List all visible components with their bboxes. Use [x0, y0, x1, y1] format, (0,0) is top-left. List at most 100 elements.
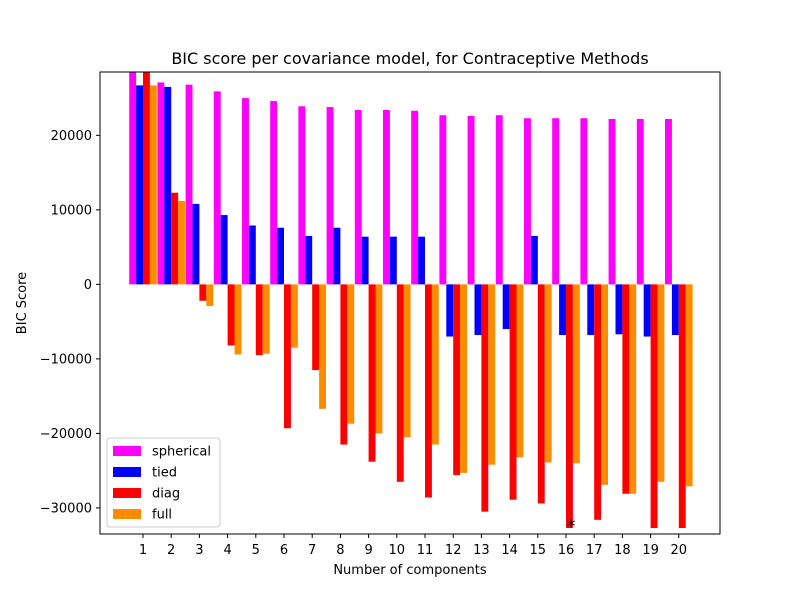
bar-full-8 — [347, 284, 355, 424]
x-tick-label: 10 — [389, 543, 406, 558]
x-tick-label: 19 — [642, 543, 659, 558]
bar-full-18 — [629, 284, 637, 494]
legend-label-spherical: spherical — [152, 445, 211, 460]
bar-tied-6 — [277, 227, 284, 285]
bar-diag-19 — [650, 284, 658, 529]
bar-tied-19 — [643, 284, 651, 337]
best-model-annotation: * — [567, 516, 576, 537]
bar-spherical-9 — [354, 110, 362, 285]
bar-full-4 — [234, 284, 242, 355]
bar-full-15 — [544, 284, 552, 463]
bar-tied-12 — [446, 284, 454, 337]
legend-label-tied: tied — [152, 466, 177, 481]
bar-tied-4 — [220, 215, 228, 285]
x-tick-label: 18 — [614, 543, 631, 558]
bar-tied-5 — [248, 225, 256, 285]
x-tick-label: 15 — [530, 543, 547, 558]
x-tick-label: 16 — [558, 543, 575, 558]
bar-diag-16 — [566, 284, 573, 529]
bar-diag-15 — [537, 284, 545, 504]
chart-title: BIC score per covariance model, for Cont… — [171, 49, 648, 68]
bar-full-9 — [375, 284, 383, 434]
bar-tied-16 — [559, 284, 566, 336]
bar-diag-14 — [509, 284, 517, 500]
bar-tied-10 — [389, 236, 397, 285]
bar-diag-3 — [199, 284, 207, 301]
bar-diag-5 — [255, 284, 263, 356]
x-axis-label: Number of components — [333, 563, 487, 578]
bar-tied-11 — [418, 236, 425, 285]
bar-spherical-6 — [270, 101, 278, 285]
x-tick-label: 9 — [364, 543, 372, 558]
bar-spherical-1 — [129, 72, 137, 285]
bar-tied-15 — [530, 235, 538, 285]
bar-tied-14 — [502, 284, 510, 330]
x-tick-label: 3 — [195, 543, 203, 558]
x-tick-label: 11 — [417, 543, 434, 558]
bar-spherical-15 — [524, 118, 531, 285]
bar-tied-1 — [136, 85, 143, 285]
bar-diag-11 — [425, 284, 432, 498]
bar-tied-13 — [474, 284, 482, 336]
x-tick-label: 12 — [445, 543, 462, 558]
x-tick-label: 7 — [308, 543, 316, 558]
bar-diag-17 — [594, 284, 602, 520]
bar-spherical-12 — [439, 115, 447, 285]
bar-diag-6 — [284, 284, 291, 429]
bar-spherical-7 — [298, 106, 306, 285]
legend-swatch-full — [113, 509, 141, 519]
bar-spherical-14 — [495, 115, 503, 285]
bar-full-11 — [431, 284, 439, 445]
x-tick-label: 13 — [473, 543, 490, 558]
x-tick-label: 5 — [252, 543, 260, 558]
bar-tied-2 — [164, 86, 172, 285]
y-tick-label: 10000 — [51, 203, 92, 218]
y-tick-label: −30000 — [40, 501, 92, 516]
bar-tied-7 — [305, 235, 313, 285]
bar-diag-8 — [340, 284, 348, 445]
x-tick-label: 17 — [586, 543, 603, 558]
bar-tied-18 — [615, 284, 623, 335]
legend-swatch-tied — [113, 467, 141, 477]
y-axis-label: BIC Score — [15, 272, 30, 334]
bar-tied-8 — [333, 227, 341, 285]
bar-spherical-3 — [185, 84, 193, 285]
x-tick-label: 14 — [501, 543, 518, 558]
bar-spherical-4 — [213, 91, 221, 285]
bar-full-3 — [206, 284, 214, 306]
x-tick-label: 1 — [139, 543, 147, 558]
x-ticks: 1 2 3 4 5 6 7 8 9 10 11 12 13 14 15 16 17 18 19 20 — [139, 534, 687, 558]
bar-full-19 — [657, 284, 665, 482]
bar-diag-2 — [171, 192, 179, 285]
bar-tied-20 — [671, 284, 679, 336]
legend-box — [106, 437, 221, 528]
bar-spherical-18 — [608, 118, 616, 285]
bar-diag-12 — [453, 284, 461, 476]
x-tick-label: 2 — [167, 543, 175, 558]
bar-diag-20 — [678, 284, 686, 529]
bar-diag-13 — [481, 284, 489, 512]
bar-full-13 — [488, 284, 496, 465]
bar-diag-18 — [622, 284, 630, 494]
bar-diag-7 — [312, 284, 320, 371]
bar-full-10 — [403, 284, 411, 438]
y-tick-label: −20000 — [40, 427, 92, 442]
bar-full-17 — [601, 284, 608, 485]
bars-group — [129, 72, 693, 529]
bar-spherical-19 — [636, 118, 644, 285]
bar-spherical-20 — [665, 118, 672, 285]
y-tick-label: 0 — [84, 278, 92, 293]
bar-diag-4 — [227, 284, 235, 346]
y-tick-label: 20000 — [51, 129, 92, 144]
plot-frame — [99, 71, 721, 535]
bar-full-14 — [516, 284, 524, 458]
bar-spherical-11 — [411, 110, 419, 285]
y-tick-label: −10000 — [40, 352, 92, 367]
x-tick-label: 20 — [671, 543, 688, 558]
legend-label-full: full — [152, 508, 172, 523]
x-tick-label: 4 — [223, 543, 231, 558]
bar-full-20 — [685, 284, 693, 487]
legend-label-diag: diag — [152, 487, 180, 502]
bar-full-1 — [149, 85, 157, 285]
